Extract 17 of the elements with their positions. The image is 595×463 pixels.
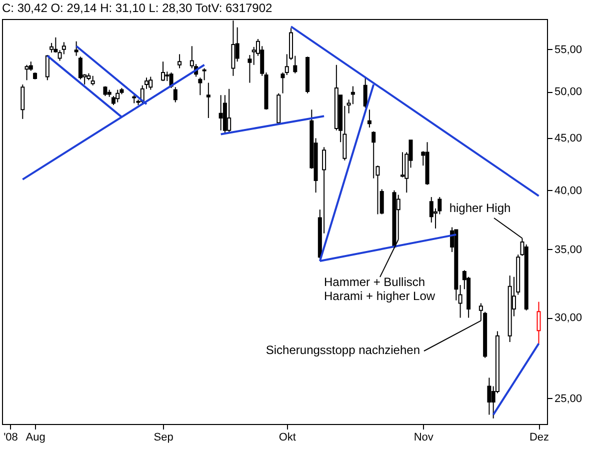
x-tick-label: Okt — [278, 432, 296, 444]
annotation: Sicherungsstopp nachziehen — [266, 343, 420, 357]
y-tick-label: 35,00 — [554, 244, 582, 256]
annotation: higher High — [449, 201, 511, 215]
x-tick-label: Dez — [529, 432, 550, 444]
y-tick-label: 40,00 — [554, 184, 582, 197]
y-tick-label: 30,00 — [554, 312, 582, 324]
x-tick-label: Sep — [154, 432, 174, 444]
chart-title: C: 30,42 O: 29,14 H: 31,10 L: 28,30 TotV: 6317902 — [2, 1, 273, 15]
y-tick-label: 25,00 — [554, 392, 582, 405]
x-tick-label: '08 — [4, 432, 18, 444]
y-tick-label: 45,00 — [554, 132, 582, 145]
x-tick-label: Aug — [26, 432, 46, 444]
y-tick-label: 50,00 — [554, 86, 582, 98]
x-tick-label: Nov — [414, 432, 434, 444]
y-tick-label: 55,00 — [554, 44, 582, 56]
annotation: Hammer + Bullisch Harami + higher Low — [324, 275, 436, 303]
